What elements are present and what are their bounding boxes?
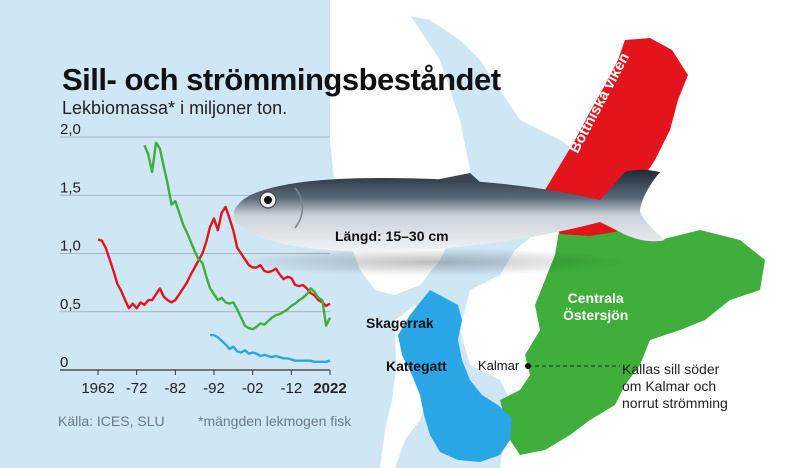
kalmar-label: Kalmar [478, 358, 520, 373]
y-tick-label: 1,0 [60, 238, 81, 255]
series-line-centrala-östersjön [143, 141, 332, 331]
x-tick-label: -82 [164, 380, 186, 397]
page-title: Sill- och strömmingsbeståndet [62, 62, 501, 97]
x-tick-label: 1962 [81, 380, 114, 397]
naming-note-line2: om Kalmar och [622, 378, 717, 394]
central-baltic-label: Centrala Östersjön [563, 290, 628, 324]
tick-labels: 0 0,5 1,0 1,5 2,0 1962 -72 -82 -92 -02 -12 2022 [60, 121, 347, 397]
fish-length-label: Längd: 15–30 cm [335, 228, 449, 244]
x-tick-label: -72 [126, 380, 148, 397]
fish-pupil [264, 196, 272, 204]
central-baltic-region [500, 225, 765, 455]
chart-subtitle: Lekbiomassa* i miljoner ton. [62, 98, 288, 118]
naming-note-line1: Kallas sill söder [622, 361, 720, 377]
y-tick-label: 2,0 [60, 121, 81, 138]
y-tick-label: 1,5 [60, 179, 81, 196]
fish-body [233, 169, 665, 252]
central-baltic-label-line1: Centrala [567, 290, 624, 306]
x-tick-label: -02 [242, 380, 264, 397]
central-baltic-label-line2: Östersjön [563, 307, 629, 323]
series-line-bottniska-viken [97, 205, 331, 310]
kattegatt-label: Kattegatt [386, 358, 447, 374]
series-line-skagerrak-och-kattegatt [210, 333, 331, 363]
y-tick-label: 0,5 [60, 296, 81, 313]
fish-shadow [230, 248, 630, 276]
x-tick-label: 2022 [313, 380, 346, 397]
fish-gill [294, 187, 304, 229]
series [97, 141, 332, 363]
x-tick-label: -92 [203, 380, 225, 397]
skagerrak-kattegatt-region [398, 290, 512, 462]
skagerrak-label: Skagerrak [366, 315, 434, 331]
naming-note: Kallas sill söder om Kalmar och norrut s… [622, 361, 782, 412]
fish-dorsal-fin [435, 173, 480, 182]
y-tick-label: 0 [60, 354, 68, 371]
kalmar-dot [525, 363, 531, 369]
bothnian-bay-region [545, 38, 688, 236]
x-tick-label: -12 [280, 380, 302, 397]
source-credit: Källa: ICES, SLU [58, 413, 165, 429]
footnote: *mängden lekmogen fisk [198, 413, 352, 429]
naming-note-line3: norrut strömming [622, 395, 728, 411]
